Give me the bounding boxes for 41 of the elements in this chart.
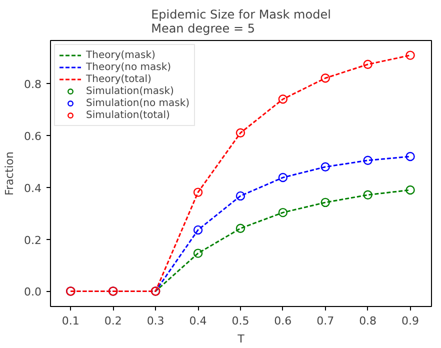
y-axis-title: Fraction bbox=[3, 152, 16, 196]
legend-label: Theory(total) bbox=[86, 73, 152, 85]
legend-label: Simulation(total) bbox=[86, 109, 170, 121]
point bbox=[406, 50, 415, 60]
x-tick-label: 0.7 bbox=[316, 314, 334, 328]
point bbox=[236, 224, 246, 233]
x-tick-label: 0.8 bbox=[359, 314, 377, 328]
point bbox=[320, 74, 330, 83]
x-tick-label: 0.2 bbox=[104, 314, 122, 328]
point bbox=[406, 152, 415, 162]
x-tick-label: 0.9 bbox=[402, 314, 420, 328]
legend-label: Theory(mask) bbox=[86, 49, 156, 61]
y-tick-label: 0.6 bbox=[24, 130, 42, 143]
x-axis-title: T bbox=[236, 332, 245, 346]
x-tick-label: 0.4 bbox=[189, 314, 207, 328]
y-tick-label: 0.8 bbox=[24, 78, 42, 92]
point bbox=[406, 185, 415, 195]
legend-label: Simulation(mask) bbox=[86, 85, 174, 97]
legend-label: Theory(no mask) bbox=[86, 61, 172, 73]
point bbox=[278, 208, 288, 218]
chart-title: Epidemic Size for Mask model Mean degree = 5 bbox=[151, 8, 331, 36]
x-tick-label: 0.6 bbox=[274, 314, 292, 328]
point bbox=[236, 191, 246, 201]
x-tick-label: 0.5 bbox=[232, 314, 250, 328]
point bbox=[278, 94, 288, 104]
point bbox=[363, 60, 372, 69]
y-tick-label: 0.4 bbox=[24, 182, 42, 195]
point bbox=[193, 188, 203, 197]
point bbox=[320, 162, 330, 172]
y-tick-label: 0.0 bbox=[24, 286, 42, 299]
point bbox=[193, 225, 203, 235]
y-tick-label: 0.2 bbox=[24, 234, 42, 247]
legend-label: Simulation(no mask) bbox=[86, 97, 190, 109]
point bbox=[236, 128, 246, 138]
point bbox=[363, 156, 372, 165]
point bbox=[193, 248, 203, 258]
point bbox=[363, 190, 372, 200]
x-tick-label: 0.1 bbox=[62, 314, 80, 328]
point bbox=[320, 198, 330, 208]
x-tick-label: 0.3 bbox=[146, 314, 164, 328]
point bbox=[278, 172, 288, 182]
